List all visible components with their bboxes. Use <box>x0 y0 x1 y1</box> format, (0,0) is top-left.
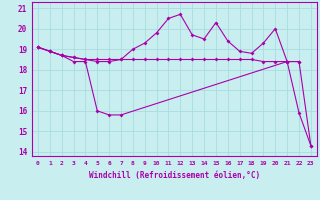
X-axis label: Windchill (Refroidissement éolien,°C): Windchill (Refroidissement éolien,°C) <box>89 171 260 180</box>
